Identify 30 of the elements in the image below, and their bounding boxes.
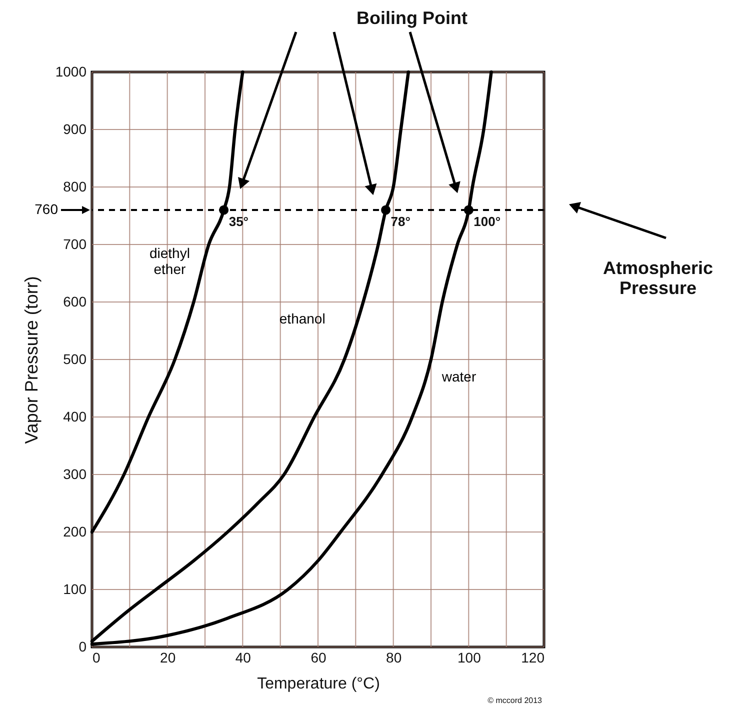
- annotation: 35°: [228, 214, 249, 229]
- x-tick-label: 20: [160, 650, 176, 666]
- text: Atmospheric Pressure: [602, 258, 714, 298]
- y-tick-label: 600: [63, 294, 87, 310]
- y-tick-label: 500: [63, 351, 87, 367]
- y-tick-label: 200: [63, 524, 87, 540]
- y-tick-label: 300: [63, 466, 87, 482]
- x-tick-label: 120: [521, 650, 545, 666]
- series-label: diethyl ether: [149, 245, 190, 277]
- y-tick-label: 800: [63, 178, 87, 194]
- x-tick-label: 80: [386, 650, 402, 666]
- y-axis-title: Vapor Pressure (torr): [21, 276, 42, 444]
- y-tick-label: 100: [63, 581, 87, 597]
- x-tick-label: 0: [92, 650, 100, 666]
- series-label: water: [440, 368, 476, 384]
- x-tick-label: 40: [235, 650, 252, 666]
- annotation: 100°: [474, 214, 501, 229]
- text: ethanol: [279, 310, 326, 326]
- y-tick-label: 400: [63, 408, 87, 424]
- y-tick-label: 1000: [55, 64, 87, 80]
- ref-line-label: 760: [34, 201, 58, 217]
- x-tick-label: 100: [457, 650, 482, 666]
- y-tick-label: 0: [78, 638, 87, 654]
- annotation: 78°: [390, 214, 410, 229]
- x-tick-label: 60: [310, 650, 326, 666]
- x-axis-title: Temperature (°C): [257, 676, 380, 692]
- chart-title: Boiling Point: [356, 8, 468, 28]
- text: © mccord 2013: [488, 696, 543, 705]
- y-tick-label: 900: [63, 121, 87, 137]
- y-tick-label: 700: [63, 236, 87, 252]
